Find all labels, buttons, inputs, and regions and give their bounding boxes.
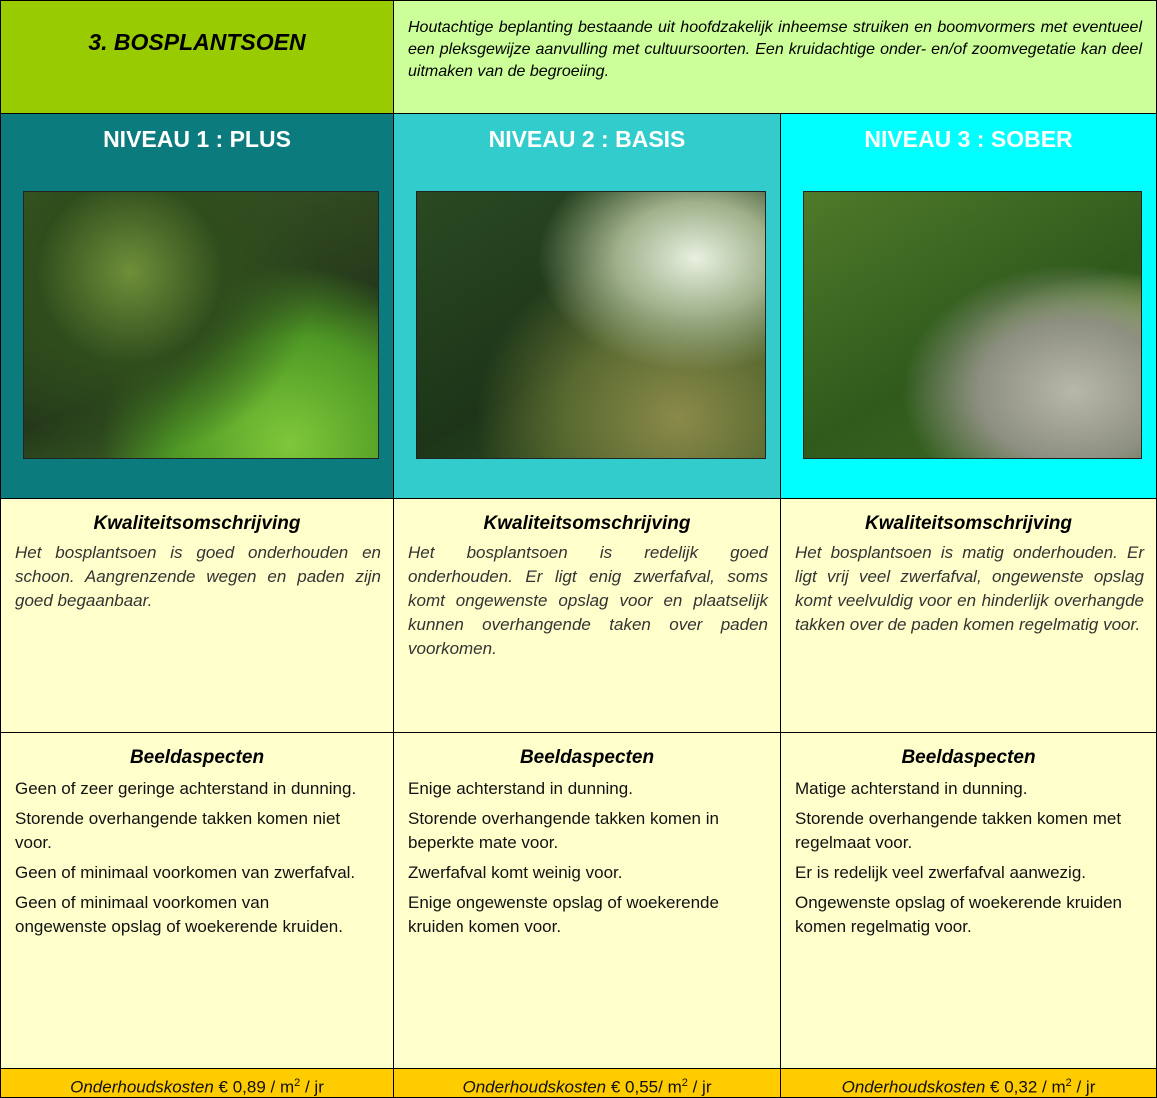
- title-cell: 3. BOSPLANTSOEN: [0, 0, 394, 114]
- cost-amount: € 0,55/ m: [610, 1077, 682, 1097]
- cost-sup: 2: [294, 1077, 301, 1089]
- aspects-heading: Beeldaspecten: [519, 747, 655, 768]
- photo: [803, 191, 1142, 459]
- cost-cell: Onderhoudskosten € 0,32 / m2 / jr: [780, 1068, 1157, 1098]
- aspect: Geen of minimaal voorkomen van ongewenst…: [15, 893, 343, 936]
- cost-cell: Onderhoudskosten € 0,55/ m2 / jr: [393, 1068, 781, 1098]
- photo: [416, 191, 766, 459]
- quality-text: Het bosplantsoen is redelijk goed onderh…: [408, 543, 768, 658]
- description-cell: Houtachtige beplanting bestaande uit hoo…: [393, 0, 1157, 114]
- aspects-heading: Beeldaspecten: [129, 747, 265, 768]
- cost-sup: 2: [681, 1077, 688, 1089]
- level-title: NIVEAU 1 : PLUS: [103, 126, 291, 152]
- cost-unit: / jr: [304, 1077, 324, 1097]
- aspect: Storende overhangende takken komen in be…: [408, 809, 719, 852]
- level-header: NIVEAU 3 : SOBER: [780, 113, 1157, 499]
- aspect: Storende overhangende takken komen met r…: [795, 809, 1122, 852]
- quality-heading: Kwaliteitsomschrijving: [865, 513, 1072, 534]
- aspect: Storende overhangende takken komen niet …: [15, 809, 341, 852]
- cost-sup: 2: [1065, 1077, 1072, 1089]
- quality-cell: Kwaliteitsomschrijving Het bosplantsoen i…: [780, 498, 1157, 733]
- aspects-heading: Beeldaspecten: [901, 747, 1036, 768]
- aspect: Geen of minimaal voorkomen van zwerfafva…: [15, 863, 356, 882]
- cost-unit: / jr: [692, 1077, 712, 1097]
- cost-label: Onderhoudskosten: [462, 1077, 607, 1097]
- aspects-cell: Beeldaspecten Geen of zeer geringe achter…: [0, 732, 394, 1069]
- cost: Onderhoudskosten € 0,55/ m2 / jr: [394, 1069, 780, 1098]
- photo: [23, 191, 379, 459]
- aspect: Enige achterstand in dunning.: [408, 779, 633, 798]
- quality-text: Het bosplantsoen is goed onderhouden en …: [15, 543, 381, 610]
- level-header: NIVEAU 1 : PLUS: [0, 113, 394, 499]
- level-title: NIVEAU 3 : SOBER: [864, 126, 1073, 152]
- cost-label: Onderhoudskosten: [841, 1077, 986, 1097]
- aspect: Matige achterstand in dunning.: [795, 779, 1028, 798]
- aspect: Ongewenste opslag of woekerende kruiden …: [795, 893, 1122, 936]
- level-header: NIVEAU 2 : BASIS: [393, 113, 781, 499]
- description: Houtachtige beplanting bestaande uit hoo…: [408, 19, 1142, 80]
- title: 3. BOSPLANTSOEN: [88, 29, 306, 55]
- quality-cell: Kwaliteitsomschrijving Het bosplantsoen i…: [0, 498, 394, 733]
- aspects-cell: Beeldaspecten Enige achterstand in dunnin…: [393, 732, 781, 1069]
- cost-amount: € 0,32 / m: [990, 1077, 1066, 1097]
- aspect: Er is redelijk veel zwerfafval aanwezig.: [795, 863, 1087, 882]
- aspects-cell: Beeldaspecten Matige achterstand in dunni…: [780, 732, 1157, 1069]
- cost: Onderhoudskosten € 0,32 / m2 / jr: [781, 1069, 1156, 1098]
- quality-cell: Kwaliteitsomschrijving Het bosplantsoen i…: [393, 498, 781, 733]
- cost-cell: Onderhoudskosten € 0,89 / m2 / jr: [0, 1068, 394, 1098]
- cost: Onderhoudskosten € 0,89 / m2 / jr: [1, 1069, 393, 1098]
- aspect: Geen of zeer geringe achterstand in dunn…: [15, 779, 357, 798]
- cost-unit: / jr: [1076, 1077, 1096, 1097]
- quality-text: Het bosplantsoen is matig onderhouden. E…: [795, 543, 1144, 634]
- aspect: Enige ongewenste opslag of woekerende kr…: [408, 893, 719, 936]
- cost-amount: € 0,89 / m: [218, 1077, 295, 1097]
- cost-label: Onderhoudskosten: [70, 1077, 214, 1097]
- level-title: NIVEAU 2 : BASIS: [488, 126, 686, 152]
- aspect: Zwerfafval komt weinig voor.: [408, 863, 623, 882]
- quality-heading: Kwaliteitsomschrijving: [93, 513, 301, 534]
- quality-heading: Kwaliteitsomschrijving: [483, 513, 691, 534]
